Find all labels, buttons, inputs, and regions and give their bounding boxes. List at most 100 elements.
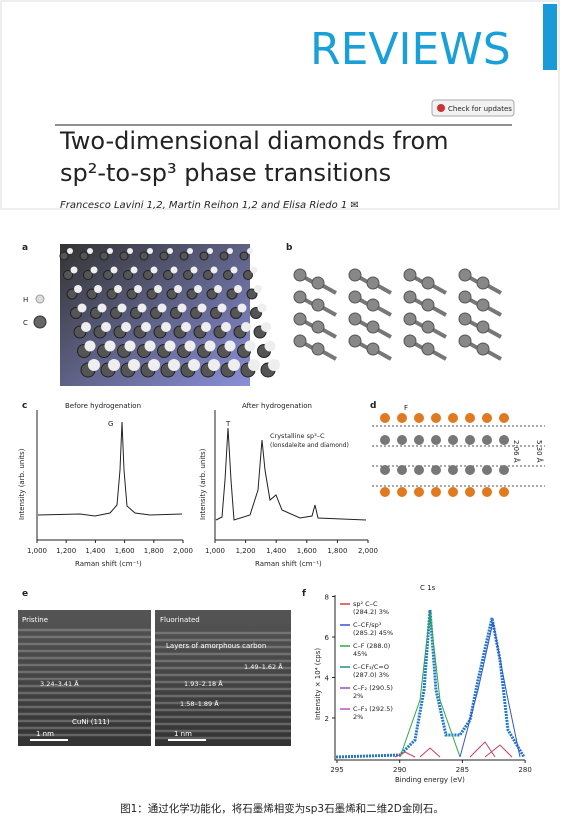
legend-entry: 2%	[353, 692, 363, 700]
hydrogen	[117, 303, 127, 313]
hydrogen	[74, 285, 82, 293]
fluorine	[380, 413, 390, 423]
carbon	[421, 276, 435, 290]
fluorine	[465, 487, 475, 497]
carbon	[163, 270, 173, 280]
fluorine	[499, 413, 509, 423]
carbon	[465, 435, 475, 445]
axes	[334, 595, 525, 761]
carbon	[219, 251, 229, 261]
hydrogen	[114, 285, 122, 293]
fluorine	[465, 413, 475, 423]
carbon	[348, 334, 362, 348]
legend-h: H	[23, 296, 28, 304]
legend-c: C	[23, 319, 28, 327]
fluorine	[482, 413, 492, 423]
component	[394, 741, 513, 758]
carbon	[397, 435, 407, 445]
carbon	[106, 288, 118, 300]
carbon	[397, 465, 407, 475]
carbon	[83, 270, 93, 280]
hydrogen	[190, 266, 198, 274]
carbon	[348, 312, 362, 326]
carbon	[366, 298, 380, 312]
hydrogen	[237, 303, 247, 313]
carbon	[246, 288, 258, 300]
carbon	[239, 251, 249, 261]
hydrogen	[230, 266, 238, 274]
carbon	[79, 251, 89, 261]
hydrogen	[210, 266, 218, 274]
hydrogen	[154, 285, 162, 293]
hydrogen	[67, 248, 73, 254]
y-tick-label: 6	[325, 634, 330, 642]
carbon	[366, 276, 380, 290]
y-tick-label: 2	[325, 715, 329, 723]
fluorine	[448, 487, 458, 497]
hydrogen	[94, 285, 102, 293]
h-atom	[35, 294, 45, 304]
hydrogen	[247, 248, 253, 254]
carbon	[293, 268, 307, 282]
carbon	[499, 465, 509, 475]
panel-label: a	[22, 243, 28, 253]
tem-image	[18, 610, 151, 746]
carbon	[414, 435, 424, 445]
hydrogen	[221, 322, 231, 332]
peak-label: G	[108, 420, 113, 428]
badge[interactable]	[431, 99, 515, 117]
hydrogen	[144, 340, 156, 352]
panel-label: c	[22, 401, 27, 411]
carbon	[311, 342, 325, 356]
hydrogen	[188, 359, 200, 371]
carbon	[293, 334, 307, 348]
x-label: Raman shift (cm⁻¹)	[75, 560, 142, 568]
hydrogen	[130, 266, 138, 274]
carbon	[223, 270, 233, 280]
x-label: Binding energy (eV)	[395, 776, 465, 784]
carbon	[203, 270, 213, 280]
component	[459, 621, 521, 758]
hydrogen	[147, 248, 153, 254]
y-tick-label: 8	[325, 594, 329, 602]
carbon	[186, 288, 198, 300]
legend-entry: 2%	[353, 713, 363, 721]
legend-entry: C–F₃ (292.5)	[353, 705, 393, 713]
carbon	[243, 270, 253, 280]
tem-image	[155, 610, 291, 746]
carbon	[476, 276, 490, 290]
hydrogen	[224, 340, 236, 352]
hydrogen	[121, 322, 131, 332]
hydrogen	[137, 303, 147, 313]
hydrogen	[81, 322, 91, 332]
hydrogen	[161, 322, 171, 332]
carbon	[103, 270, 113, 280]
hydrogen	[84, 340, 96, 352]
badge-text[interactable]: Check for updates	[448, 105, 512, 113]
x-tick-label: 1,400	[266, 547, 286, 555]
carbon	[166, 288, 178, 300]
carbon	[421, 320, 435, 334]
x-tick-label: 1,800	[327, 547, 347, 555]
x-tick-label: 1,400	[85, 547, 105, 555]
plot-title: Before hydrogenation	[65, 402, 141, 410]
hydrogen	[177, 303, 187, 313]
x-tick-label: 295	[330, 766, 343, 774]
fluorine	[414, 487, 424, 497]
x-tick-label: 280	[518, 766, 531, 774]
hydrogen	[110, 266, 118, 274]
hydrogen	[70, 266, 78, 274]
carbon	[458, 290, 472, 304]
carbon	[206, 288, 218, 300]
fluorine	[482, 487, 492, 497]
hydrogen	[174, 285, 182, 293]
carbon	[431, 465, 441, 475]
carbon	[66, 288, 78, 300]
fluorine	[499, 487, 509, 497]
atom-label: F	[404, 404, 408, 412]
legend-entry: 45%	[353, 650, 367, 658]
x-tick-label: 1,600	[297, 547, 317, 555]
distance: 2.06 Å	[512, 440, 521, 463]
y-label: Intensity (arb. units)	[199, 448, 207, 520]
